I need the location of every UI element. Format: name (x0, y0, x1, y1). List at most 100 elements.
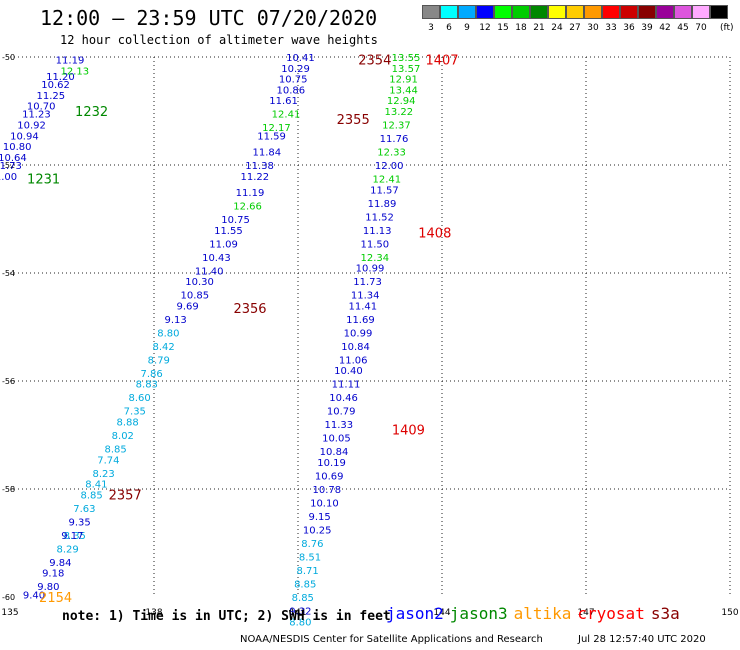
wave-height-value: 11.13 (363, 226, 392, 237)
wave-height-value: 9.40 (23, 590, 45, 601)
lat-tick-label: -50 (2, 53, 15, 62)
wave-height-value: 12.37 (382, 121, 411, 132)
pass-time-label: 2354 (358, 54, 391, 69)
pass-time-label: 2355 (337, 113, 370, 128)
wave-height-value: 10.94 (10, 131, 39, 142)
legend-label: 12 (479, 23, 491, 33)
legend-label: 3 (428, 23, 434, 33)
wave-height-value: 11.61 (269, 96, 298, 107)
wave-height-value: 11.73 (353, 277, 382, 288)
legend-swatch (692, 5, 710, 19)
wave-height-value: 11.25 (36, 91, 65, 102)
legend-label: 9 (464, 23, 470, 33)
legend-swatch (566, 5, 584, 19)
lat-tick-label: -54 (2, 269, 15, 278)
wave-height-value: 8.85 (292, 593, 314, 604)
wave-height-value: 12.00 (375, 161, 404, 172)
wave-height-value: 10.40 (334, 366, 363, 377)
page-subtitle: 12 hour collection of altimeter wave hei… (60, 33, 378, 47)
wave-height-value: 7.35 (124, 407, 146, 418)
lon-tick-label: 135 (1, 608, 18, 618)
wave-height-value: 11.19 (56, 56, 85, 67)
wave-height-value: 8.79 (148, 355, 170, 366)
wave-height-value: 9.84 (49, 558, 71, 569)
legend-swatch (710, 5, 728, 19)
wave-height-value: 8.02 (112, 431, 134, 442)
wave-height-value: 8.80 (157, 328, 179, 339)
lat-tick-label: -58 (2, 485, 15, 494)
wave-height-value: 10.75 (279, 75, 308, 86)
pass-time-label: 2357 (109, 488, 142, 503)
pass-time-label: 2154 (39, 591, 72, 606)
lat-tick-label: -56 (2, 377, 15, 386)
wave-height-value: 13.22 (384, 107, 413, 118)
wave-height-value: 11.50 (360, 239, 389, 250)
wave-height-value: 11.40 (195, 266, 224, 277)
wave-height-value: 11.59 (257, 131, 286, 142)
wave-height-value: 8.23 (92, 469, 114, 480)
satellite-legend: jason2 jason3 altika cryosat s3a (386, 604, 686, 623)
wave-height-value: 11.73 (0, 161, 22, 172)
pass-time-label: 1232 (75, 105, 108, 120)
legend-label: 45 (677, 23, 689, 33)
wave-height-value: 11.41 (348, 301, 377, 312)
legend-swatch (458, 5, 476, 19)
wave-height-value: 12.34 (360, 253, 389, 264)
wave-height-value: 13.57 (392, 64, 421, 75)
lat-tick-label: -52 (2, 161, 15, 170)
wave-height-value: 12.33 (377, 148, 406, 159)
legend-label: 21 (533, 23, 545, 33)
wave-height-value: 10.92 (17, 121, 46, 132)
wave-height-value: 10.05 (322, 434, 351, 445)
pass-time-label: 1231 (27, 173, 60, 188)
wave-height-value: 10.79 (327, 407, 356, 418)
legend-swatch (656, 5, 674, 19)
wave-height-value: 9.13 (164, 315, 186, 326)
pass-time-label: 1407 (425, 54, 458, 69)
wave-height-value: 11.76 (380, 134, 409, 145)
wave-height-value: 11.84 (252, 148, 281, 159)
wave-height-value: 8.29 (56, 544, 78, 555)
legend-swatch (512, 5, 530, 19)
wave-height-value: 10.70 (27, 102, 56, 113)
wave-height-value: 13.55 (392, 53, 421, 64)
wave-height-value: 11.09 (209, 239, 238, 250)
wave-height-value: 8.42 (152, 342, 174, 353)
legend-swatch (440, 5, 458, 19)
wave-height-value: 12.13 (60, 67, 89, 78)
wave-height-value: 8.80 (289, 617, 311, 628)
legend-swatch (530, 5, 548, 19)
legend-label: 15 (497, 23, 509, 33)
lon-tick-label: 150 (721, 608, 738, 618)
wave-height-value: 9.80 (37, 582, 59, 593)
timestamp-text: Jul 28 12:57:40 UTC 2020 (578, 634, 706, 645)
wave-height-value: 11.33 (324, 420, 353, 431)
wave-height-value: 8.60 (128, 393, 150, 404)
satellite-jason3: jason3 (449, 604, 508, 623)
satellite-cryosat: cryosat (577, 604, 645, 623)
wave-height-value: 9.15 (308, 512, 330, 523)
lon-tick-label: 144 (433, 608, 450, 618)
legend-label: 18 (515, 23, 527, 33)
legend-unit: (ft) (720, 23, 734, 33)
wave-height-value: 8.85 (294, 580, 316, 591)
wave-height-value: 8.88 (116, 418, 138, 429)
lon-tick-label: 141 (289, 608, 306, 618)
wave-height-value: 10.85 (180, 291, 209, 302)
wave-height-value: 12.17 (262, 123, 291, 134)
legend-label: 39 (641, 23, 653, 33)
legend-label: 27 (569, 23, 581, 33)
wave-height-value: 12.66 (233, 202, 262, 213)
wave-height-value: 10.80 (3, 142, 32, 153)
wave-height-value: 10.10 (310, 499, 339, 510)
wave-height-value: 9.17 (61, 531, 83, 542)
wave-height-value: 12.94 (387, 96, 416, 107)
wave-height-value: 10.99 (356, 264, 385, 275)
lon-tick-label: 147 (577, 608, 594, 618)
wave-height-value: 8.76 (301, 539, 323, 550)
wave-height-value: 11.55 (214, 226, 243, 237)
wave-height-value: 10.41 (286, 53, 315, 64)
wave-height-value: 10.19 (317, 458, 346, 469)
legend-label: 6 (446, 23, 452, 33)
